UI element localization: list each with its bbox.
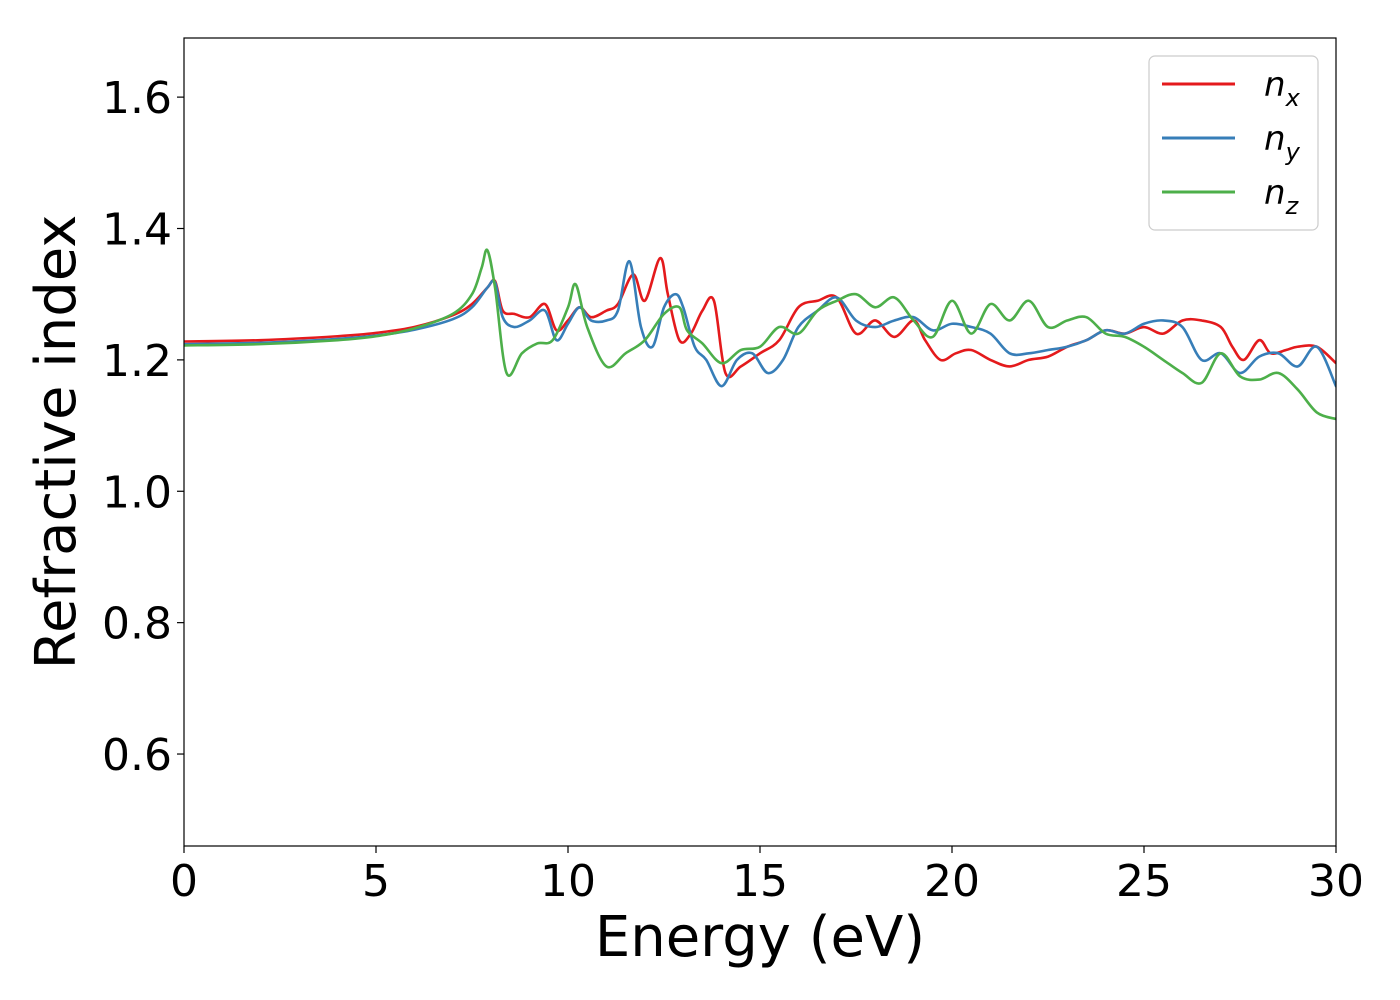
x-tick-label: 30 [1308, 856, 1364, 907]
series-line-n-y [184, 260, 1336, 388]
y-axis-title: Refractive index [24, 215, 89, 670]
x-tick-label: 5 [362, 856, 390, 907]
y-tick-label: 1.6 [102, 73, 172, 124]
y-tick-label: 1.0 [102, 467, 172, 518]
y-tick-label: 1.2 [102, 336, 172, 387]
x-tick-label: 25 [1116, 856, 1172, 907]
y-tick-label: 1.4 [102, 205, 172, 256]
y-axis: 0.6 0.8 1.0 1.2 1.4 1.6 [102, 73, 184, 781]
x-axis: 0 5 10 15 20 25 30 [170, 846, 1364, 907]
x-tick-label: 0 [170, 856, 198, 907]
x-tick-label: 20 [924, 856, 980, 907]
series-line-n-z [184, 248, 1336, 421]
series-layer [184, 248, 1336, 421]
y-tick-label: 0.8 [102, 599, 172, 650]
legend-box [1148, 55, 1319, 231]
x-tick-label: 10 [540, 856, 596, 907]
x-axis-title: Energy (eV) [595, 905, 925, 970]
x-tick-label: 15 [732, 856, 788, 907]
y-tick-label: 0.6 [102, 730, 172, 781]
series-line-n-x [184, 256, 1336, 379]
